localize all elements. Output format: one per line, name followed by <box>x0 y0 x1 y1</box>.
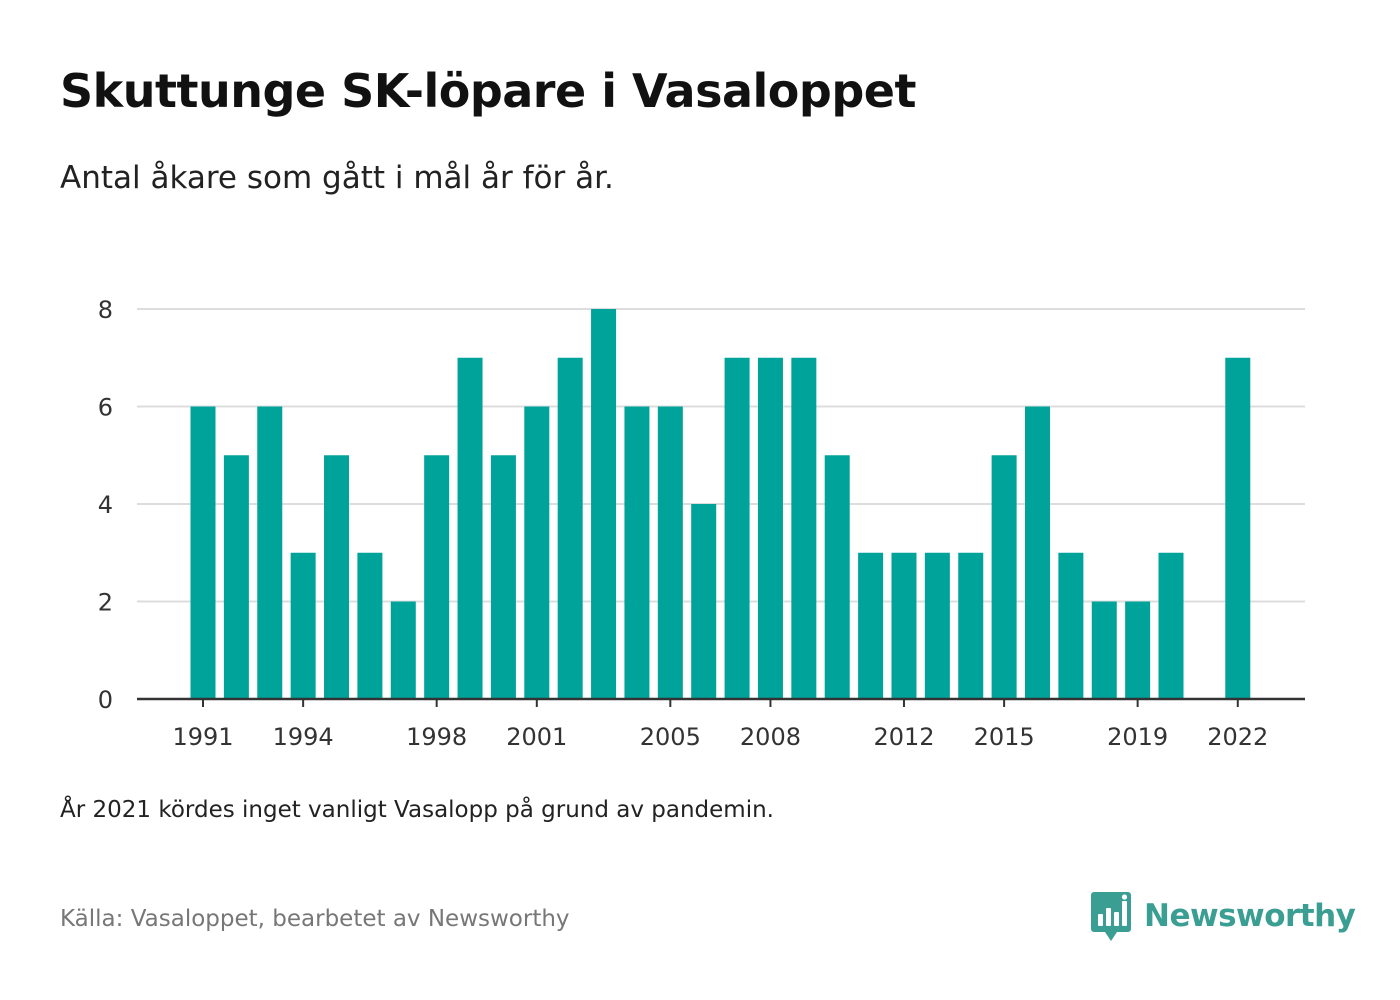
y-tick-label: 0 <box>98 686 113 714</box>
bar-2001 <box>524 406 550 699</box>
chart-subtitle: Antal åkare som gått i mål år för år. <box>60 160 614 196</box>
y-tick-label: 2 <box>98 589 113 617</box>
x-axis-tick-labels: 1991 1994 1998 2001 2005 2008 2012 2015 2019 2022 <box>172 699 1268 751</box>
x-tick-label: 1994 <box>273 723 334 751</box>
bar-2002 <box>557 357 583 699</box>
x-tick-label: 1991 <box>172 723 233 751</box>
bar-2011 <box>858 552 884 699</box>
x-tick-label: 2008 <box>740 723 801 751</box>
bar-2010 <box>824 455 850 699</box>
bar-2007 <box>724 357 750 699</box>
chart-note: År 2021 kördes inget vanligt Vasalopp på… <box>60 797 774 823</box>
y-tick-label: 4 <box>98 491 113 519</box>
bar-1993 <box>257 406 283 699</box>
x-tick-label: 2001 <box>506 723 567 751</box>
bar-2009 <box>791 357 817 699</box>
bar-2008 <box>757 357 783 699</box>
bar-2012 <box>891 552 917 699</box>
bar-2018 <box>1091 601 1117 699</box>
bar-2004 <box>624 406 650 699</box>
newsworthy-brand: Newsworthy <box>1090 890 1356 942</box>
bar-1996 <box>357 552 383 699</box>
bar-2016 <box>1025 406 1050 699</box>
bar-1992 <box>223 455 249 699</box>
bar-2022 <box>1225 357 1251 699</box>
x-tick-label: 2022 <box>1207 723 1268 751</box>
bar-2003 <box>591 309 617 699</box>
y-tick-label: 6 <box>98 394 113 422</box>
x-tick-label: 2015 <box>974 723 1035 751</box>
bars <box>190 309 1251 699</box>
bar-2017 <box>1058 552 1084 699</box>
bar-2019 <box>1125 601 1151 699</box>
bar-1999 <box>457 357 483 699</box>
bar-2015 <box>991 455 1017 699</box>
x-tick-label: 1998 <box>406 723 467 751</box>
source-text: Källa: Vasaloppet, bearbetet av Newswort… <box>60 906 570 932</box>
bar-1997 <box>390 601 416 699</box>
newsworthy-wordmark: Newsworthy <box>1144 898 1356 934</box>
bar-2013 <box>924 552 950 699</box>
x-tick-label: 2019 <box>1107 723 1168 751</box>
bar-2005 <box>657 406 683 699</box>
x-tick-label: 2012 <box>873 723 934 751</box>
bar-1991 <box>190 406 216 699</box>
bar-chart: 0 2 4 6 8 1991 1994 1998 2001 2005 2008 2012 2015 20… <box>98 296 1305 751</box>
bar-2014 <box>958 552 984 699</box>
y-tick-label: 8 <box>98 296 113 324</box>
bar-2020 <box>1158 552 1184 699</box>
bar-1998 <box>424 455 450 699</box>
x-tick-label: 2005 <box>640 723 701 751</box>
bar-1995 <box>324 455 350 699</box>
newsworthy-logo-icon <box>1091 892 1131 941</box>
bar-1994 <box>290 552 316 699</box>
bar-2006 <box>691 504 717 699</box>
y-axis-tick-labels: 0 2 4 6 8 <box>98 296 113 714</box>
chart-title: Skuttunge SK-löpare i Vasaloppet <box>60 64 916 118</box>
bar-2000 <box>490 455 516 699</box>
